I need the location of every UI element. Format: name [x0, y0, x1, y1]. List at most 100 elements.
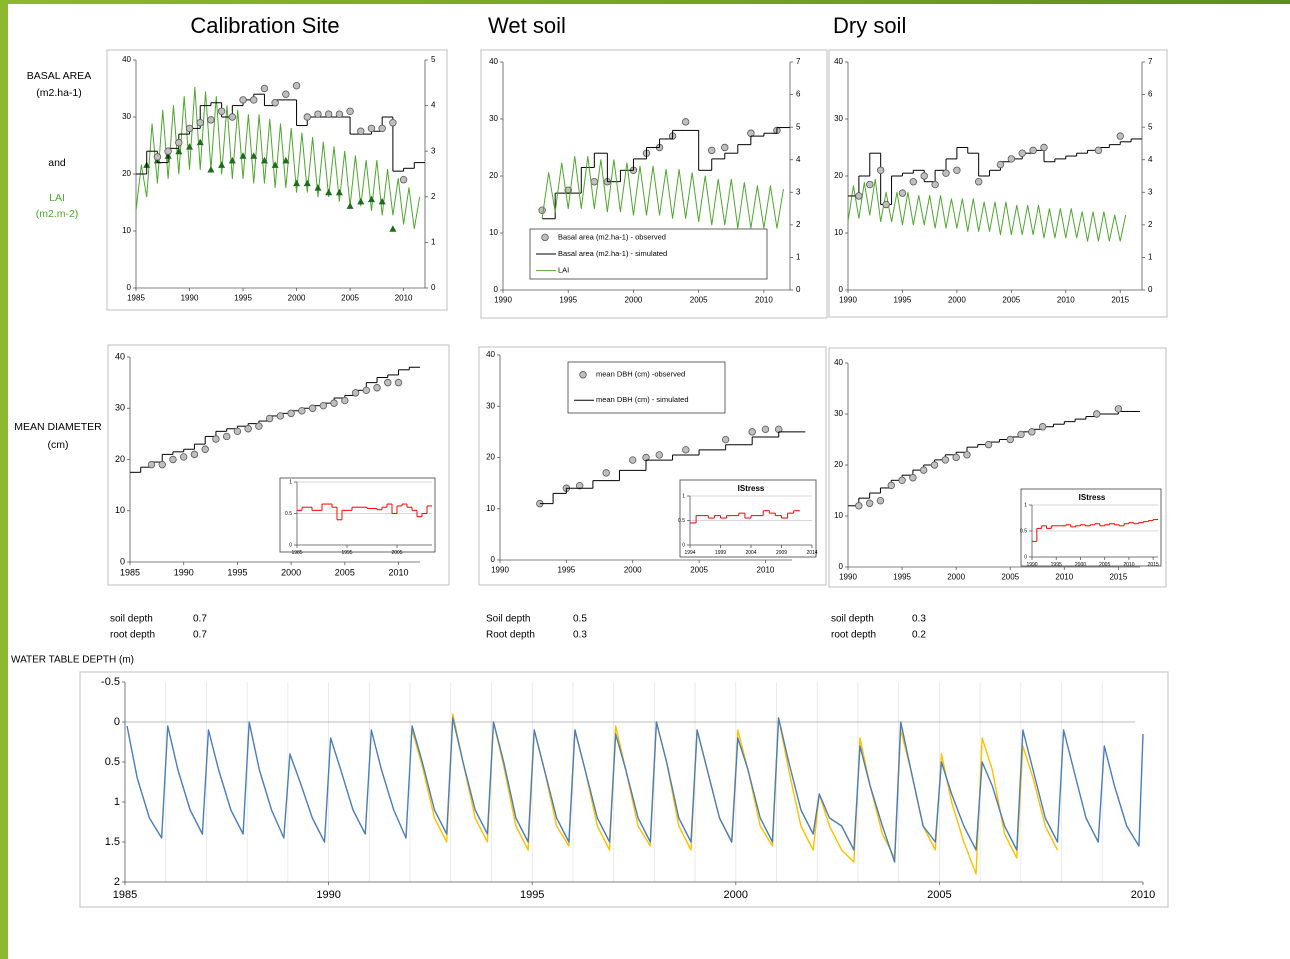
y-tick-label: 0 [120, 556, 125, 566]
x-tick-label: 1990 [491, 565, 509, 574]
point [228, 113, 237, 121]
x-tick-label: 1990 [316, 889, 340, 901]
point [761, 425, 770, 434]
point [373, 384, 381, 392]
x-tick-label: 2010 [757, 565, 775, 574]
y-tick-label: 20 [122, 169, 131, 178]
point [963, 451, 971, 459]
point [185, 124, 194, 133]
point [682, 446, 690, 454]
legend-label: mean DBH (cm) - simulated [596, 395, 689, 404]
param-value: 0.5 [573, 614, 587, 625]
point [335, 110, 344, 118]
y-tick-label: 10 [834, 511, 843, 520]
point [303, 113, 311, 121]
y-tick-label: 40 [489, 57, 498, 66]
row-label: (cm) [48, 439, 69, 451]
x-tick-label: 1995 [341, 550, 352, 556]
chart-title: IStress [738, 484, 765, 493]
point [887, 481, 895, 490]
y-tick-label: 10 [115, 505, 125, 515]
x-tick-label: 1999 [715, 550, 726, 556]
point [575, 481, 584, 490]
point [855, 502, 863, 510]
y-tick-label: 0 [494, 285, 499, 294]
y-tick-label: 0.5 [105, 756, 120, 768]
point [1018, 149, 1026, 157]
top-bar [0, 0, 1290, 4]
point [367, 124, 376, 133]
x-tick-label: 1990 [1026, 562, 1037, 568]
point [325, 188, 333, 196]
point [314, 184, 322, 191]
param-value: 0.2 [912, 630, 926, 641]
point [222, 432, 231, 441]
point [287, 409, 295, 418]
point [708, 146, 716, 155]
y-tick-label: 10 [489, 228, 498, 237]
point [169, 455, 177, 464]
x-tick-label: 2005 [1002, 295, 1020, 304]
point [1114, 405, 1123, 413]
x-tick-label: 2000 [625, 295, 643, 304]
point [164, 147, 172, 155]
x-tick-label: 2005 [1099, 562, 1110, 568]
y2-tick-label: 7 [1148, 57, 1153, 66]
point [282, 90, 290, 98]
point [314, 110, 322, 118]
point [201, 445, 209, 453]
y2-tick-label: 5 [796, 122, 801, 131]
column-title: Wet soil [488, 13, 566, 38]
point [196, 118, 204, 127]
param-label: soil depth [831, 614, 874, 625]
point [855, 192, 863, 200]
point [271, 99, 279, 107]
point [190, 450, 199, 459]
y-tick-label: 40 [122, 55, 131, 64]
point [319, 401, 328, 410]
param-label: soil depth [110, 614, 153, 625]
point [1007, 155, 1016, 163]
x-tick-label: 1994 [684, 550, 695, 556]
point [721, 435, 730, 444]
y2-tick-label: 3 [1148, 187, 1153, 196]
y-tick-label: 0 [114, 716, 120, 728]
point [876, 166, 885, 174]
x-tick-label: 2000 [281, 567, 301, 577]
point [147, 460, 156, 469]
point [335, 188, 343, 196]
point [1029, 146, 1037, 155]
point [721, 143, 729, 152]
y2-tick-label: 4 [431, 101, 436, 110]
legend-box [529, 228, 768, 280]
point [876, 497, 885, 505]
y-tick-label: 20 [115, 454, 125, 464]
x-tick-label: 2010 [395, 293, 413, 302]
point [898, 189, 907, 197]
y2-tick-label: 1 [796, 253, 801, 262]
chart-title: IStress [1079, 493, 1106, 502]
x-tick-label: 1995 [559, 295, 577, 304]
x-tick-label: 1995 [227, 567, 247, 577]
point [378, 197, 386, 205]
chart-frame [279, 477, 436, 553]
point [748, 428, 756, 436]
point [909, 177, 918, 186]
x-tick-label: 2000 [724, 889, 748, 901]
point [153, 153, 162, 161]
param-value: 0.7 [193, 614, 207, 625]
x-tick-label: 2015 [1109, 572, 1127, 581]
x-tick-label: 2000 [947, 572, 965, 581]
y2-tick-label: 2 [1148, 220, 1153, 229]
y2-tick-label: 0 [796, 285, 801, 294]
x-tick-label: 2000 [948, 295, 966, 304]
x-tick-label: 2015 [1148, 562, 1159, 568]
legend-label: Basal area (m2.ha-1) - observed [558, 232, 666, 241]
row-label: and [48, 157, 66, 169]
point [909, 474, 917, 482]
point [1017, 430, 1025, 439]
series-line [847, 178, 1127, 242]
point [389, 118, 397, 127]
point [212, 435, 220, 443]
point [250, 152, 258, 159]
